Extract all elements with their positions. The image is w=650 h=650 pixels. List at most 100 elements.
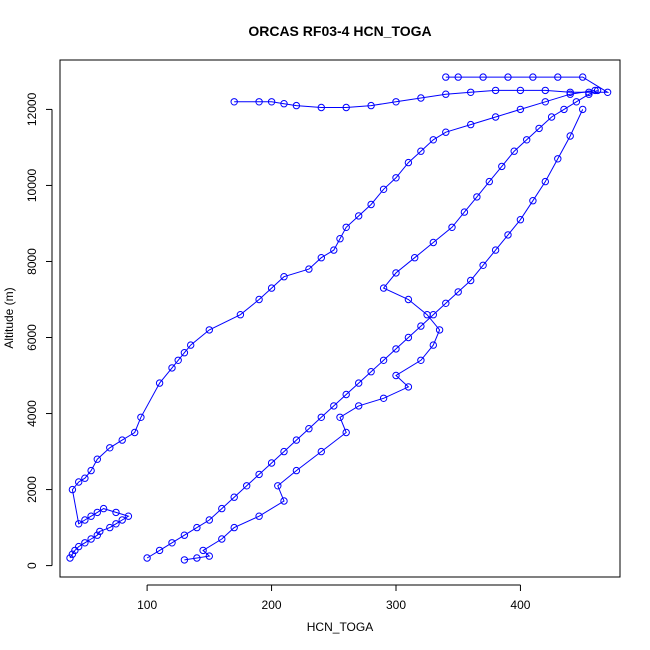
data-point — [367, 368, 375, 376]
y-axis: 0 2000 4000 6000 8000 10000 12000 — [25, 92, 53, 569]
series-0 — [66, 86, 599, 562]
x-tick-label: 300 — [386, 598, 406, 612]
data-point — [560, 105, 568, 114]
data-point — [155, 379, 164, 387]
data-point — [423, 311, 431, 319]
data-point — [516, 105, 525, 114]
data-point — [379, 394, 388, 402]
data-point — [355, 402, 363, 410]
data-point — [292, 101, 301, 110]
x-tick-label: 200 — [262, 598, 282, 612]
y-tick-label: 12000 — [25, 92, 39, 126]
data-point — [491, 246, 500, 254]
data-point — [485, 177, 493, 186]
data-point — [392, 371, 400, 380]
data-point — [404, 295, 413, 304]
data-point — [417, 147, 425, 155]
data-point — [579, 105, 587, 114]
series-3 — [230, 73, 612, 112]
data-point — [429, 136, 437, 144]
data-point — [87, 466, 95, 475]
data-point — [168, 364, 176, 372]
data-point — [603, 88, 612, 97]
data-point — [255, 295, 263, 304]
data-point — [554, 155, 562, 163]
data-point — [392, 345, 400, 353]
data-point — [355, 379, 363, 387]
data-point — [180, 531, 189, 539]
data-point — [292, 436, 301, 444]
data-point — [504, 73, 512, 81]
data-point — [342, 223, 350, 232]
data-point — [118, 436, 126, 444]
data-point — [516, 216, 525, 224]
data-point — [523, 136, 531, 144]
data-point — [547, 113, 556, 121]
data-point — [460, 208, 469, 216]
data-point — [379, 356, 388, 364]
x-tick-label: 400 — [510, 598, 530, 612]
data-point — [87, 535, 95, 543]
data-point — [392, 174, 400, 182]
data-point — [491, 86, 500, 95]
y-tick-label: 8000 — [25, 248, 39, 275]
data-point — [442, 73, 450, 81]
data-point — [75, 478, 83, 486]
series-line — [146, 109, 584, 559]
data-point — [417, 322, 425, 330]
data-point — [448, 223, 456, 232]
data-point — [442, 128, 450, 136]
data-point — [280, 100, 288, 108]
data-point — [274, 482, 282, 490]
data-point — [411, 254, 419, 262]
data-point — [355, 212, 363, 220]
data-point — [143, 554, 151, 562]
data-point — [193, 554, 201, 562]
data-point — [317, 254, 325, 262]
data-point — [255, 470, 263, 479]
data-point — [541, 98, 549, 106]
series-layer — [66, 73, 612, 564]
data-point — [593, 86, 602, 95]
data-point — [137, 413, 145, 421]
data-point — [267, 459, 276, 467]
data-point — [491, 113, 500, 121]
data-point — [230, 523, 238, 532]
data-point — [218, 535, 226, 543]
data-point — [435, 326, 444, 334]
y-axis-label: Altitude (m) — [2, 287, 16, 348]
data-point — [541, 86, 549, 95]
data-point — [230, 98, 238, 106]
data-point — [305, 425, 313, 433]
data-point — [467, 120, 475, 129]
data-point — [199, 546, 207, 555]
data-point — [118, 516, 126, 524]
data-point — [529, 73, 537, 81]
data-point — [342, 103, 350, 112]
data-point — [330, 246, 338, 254]
data-point — [124, 512, 133, 520]
data-point — [330, 402, 338, 410]
data-point — [93, 455, 102, 463]
data-point — [429, 341, 437, 349]
data-point — [68, 485, 77, 494]
data-point — [93, 531, 102, 539]
data-point — [280, 273, 288, 281]
data-point — [392, 98, 400, 106]
data-point — [454, 288, 462, 296]
data-point — [467, 276, 475, 285]
data-point — [317, 413, 325, 421]
data-point — [417, 94, 425, 102]
data-point — [566, 132, 574, 140]
data-point — [96, 527, 104, 536]
data-point — [243, 482, 251, 490]
data-point — [336, 413, 344, 421]
data-point — [180, 556, 189, 564]
data-point — [535, 124, 543, 133]
data-point — [66, 554, 74, 562]
data-point — [404, 333, 413, 342]
data-point — [93, 508, 102, 517]
data-point — [112, 508, 120, 517]
data-point — [479, 73, 487, 81]
data-point — [267, 284, 276, 292]
